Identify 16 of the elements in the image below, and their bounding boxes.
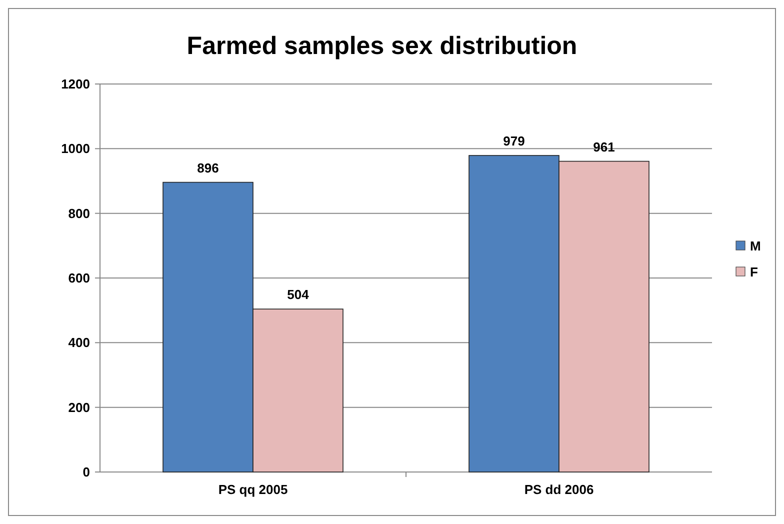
y-tick-label: 1200 bbox=[61, 76, 90, 92]
y-tick-label: 0 bbox=[82, 464, 90, 480]
data-label: 979 bbox=[503, 133, 525, 148]
y-tick-label: 800 bbox=[68, 206, 90, 221]
x-tick-label: PS dd 2006 bbox=[524, 482, 594, 497]
legend-label: M bbox=[750, 238, 761, 254]
data-label: 961 bbox=[593, 139, 615, 154]
y-tick-label: 200 bbox=[68, 400, 90, 415]
data-label: 504 bbox=[287, 287, 310, 302]
x-tick-label: PS qq 2005 bbox=[218, 482, 288, 497]
legend-label: F bbox=[750, 264, 758, 280]
data-label: 896 bbox=[197, 160, 219, 176]
y-tick-label: 1000 bbox=[61, 141, 90, 156]
y-tick-label: 600 bbox=[68, 270, 90, 286]
y-tick-label: 400 bbox=[68, 335, 90, 350]
chart-title: Farmed samples sex distribution bbox=[186, 32, 578, 60]
